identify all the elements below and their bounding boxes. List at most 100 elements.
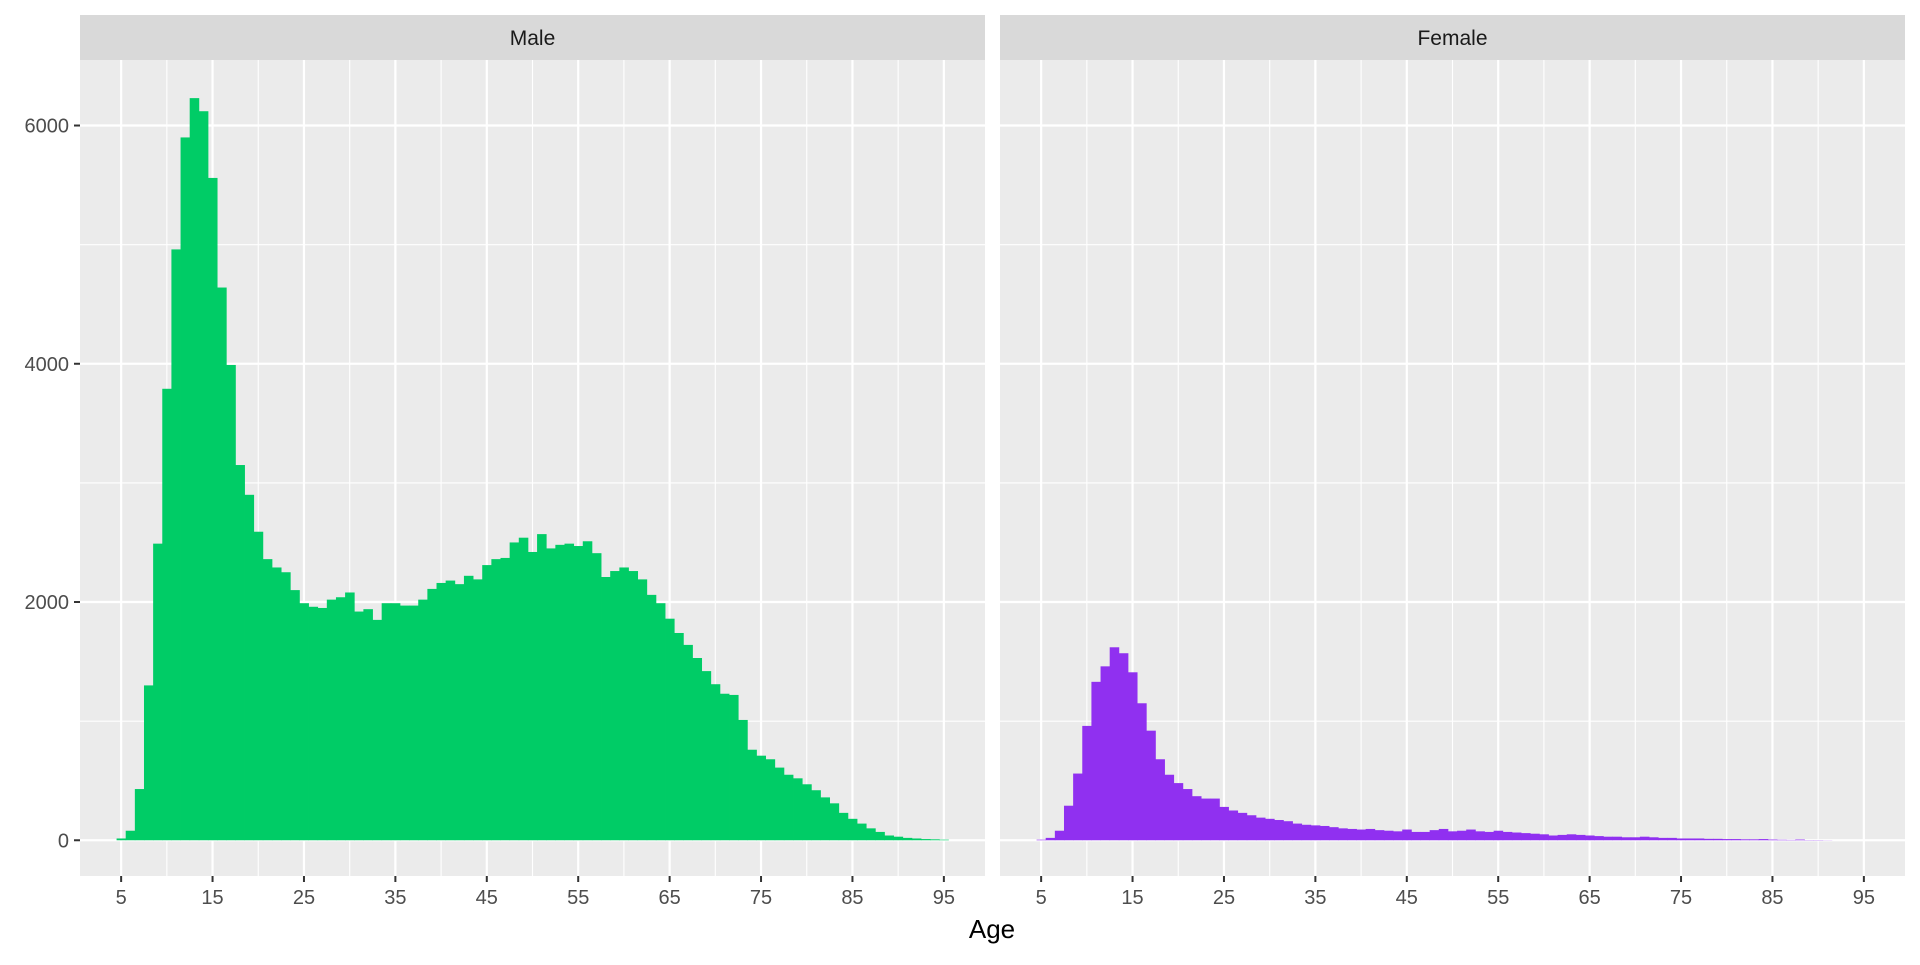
facet-strip-label: Male	[510, 27, 556, 50]
histogram-bar	[135, 789, 145, 840]
histogram-bar	[1585, 835, 1595, 840]
histogram-bar	[1768, 840, 1778, 841]
y-tick-label: 4000	[25, 354, 70, 376]
x-tick-label: 45	[476, 887, 498, 909]
histogram-bar	[720, 694, 730, 841]
histogram-bar	[245, 495, 255, 840]
histogram-bar	[564, 544, 574, 841]
histogram-bar	[400, 606, 410, 841]
y-tick-label: 6000	[25, 116, 70, 138]
histogram-bar	[501, 558, 511, 840]
histogram-bar	[1357, 830, 1367, 841]
histogram-bar	[820, 797, 830, 840]
histogram-bar	[382, 603, 392, 840]
histogram-bar	[1713, 839, 1723, 840]
histogram-bar	[181, 137, 191, 840]
histogram-bar	[756, 756, 766, 841]
histogram-bar	[1174, 783, 1184, 840]
histogram-bar	[1082, 726, 1092, 840]
histogram-bar	[1247, 815, 1257, 840]
x-tick-label: 65	[1578, 887, 1600, 909]
histogram-bar	[144, 685, 154, 840]
x-tick-label: 75	[750, 887, 772, 909]
histogram-bar	[171, 249, 181, 840]
histogram-bar	[427, 589, 437, 840]
histogram-bar	[1393, 831, 1403, 840]
histogram-bar	[1311, 825, 1321, 840]
histogram-bar	[619, 567, 629, 840]
x-tick-label: 5	[1036, 887, 1047, 909]
histogram-bar	[153, 544, 163, 841]
histogram-bar	[1411, 832, 1421, 840]
histogram-bar	[1128, 672, 1138, 840]
histogram-bar	[875, 832, 885, 840]
histogram-bar	[254, 532, 264, 841]
x-tick-label: 95	[933, 887, 955, 909]
x-tick-label: 55	[1487, 887, 1509, 909]
histogram-bar	[647, 595, 657, 840]
histogram-bar	[1439, 829, 1449, 840]
y-tick-label: 0	[58, 830, 69, 852]
histogram-bar	[537, 534, 547, 840]
histogram-bar	[1320, 826, 1330, 840]
histogram-bar	[437, 583, 447, 840]
histogram-bar	[1101, 666, 1111, 840]
histogram-bar	[1521, 833, 1531, 840]
histogram-bar	[857, 824, 867, 841]
histogram-bar	[1676, 838, 1686, 840]
histogram-bar	[363, 609, 373, 840]
histogram-bar	[1402, 830, 1412, 841]
histogram-bar	[638, 579, 648, 840]
histogram-bar	[1338, 828, 1348, 840]
facet-strip-label: Female	[1417, 27, 1487, 50]
histogram-bar	[1448, 831, 1458, 840]
histogram-bar	[1475, 831, 1485, 840]
histogram-bar	[409, 606, 419, 841]
histogram-bar	[263, 559, 273, 840]
histogram-bar	[1347, 829, 1357, 840]
histogram-bar	[1055, 831, 1065, 841]
x-axis-title: Age	[969, 914, 1015, 944]
histogram-bar	[1649, 837, 1659, 840]
histogram-bar	[1165, 775, 1175, 841]
histogram-bar	[1512, 833, 1522, 841]
histogram-bar	[1612, 837, 1622, 841]
histogram-bar	[775, 768, 785, 841]
histogram-bar	[491, 559, 501, 840]
histogram-bar	[574, 546, 584, 840]
histogram-bar	[391, 603, 401, 840]
histogram-bar	[1759, 839, 1769, 840]
histogram-bar	[1137, 703, 1147, 840]
histogram-bar	[738, 720, 748, 840]
histogram-bar	[1430, 830, 1440, 840]
histogram-bar	[1686, 838, 1696, 840]
histogram-bar	[1302, 825, 1312, 840]
histogram-bar	[674, 633, 684, 840]
histogram-bar	[1631, 837, 1641, 840]
x-tick-label: 65	[658, 887, 680, 909]
histogram-bar	[1210, 799, 1220, 841]
histogram-bar	[1421, 832, 1431, 840]
histogram-bar	[290, 590, 300, 840]
histogram-bar	[1283, 821, 1293, 840]
x-tick-label: 35	[1304, 887, 1326, 909]
histogram-bar	[1567, 834, 1577, 840]
histogram-bar	[1219, 807, 1229, 840]
histogram-bar	[1329, 827, 1339, 840]
histogram-bar	[692, 658, 702, 840]
histogram-bar	[1667, 838, 1677, 840]
x-tick-label: 5	[116, 887, 127, 909]
histogram-bar	[336, 597, 346, 840]
histogram-bar	[1484, 832, 1494, 840]
histogram-bar	[894, 837, 904, 841]
histogram-bar	[802, 784, 812, 840]
histogram-bar	[117, 838, 127, 840]
histogram-bar	[1201, 799, 1211, 841]
histogram-bar	[1046, 838, 1056, 840]
histogram-bar	[199, 111, 209, 840]
histogram-bar	[583, 541, 593, 840]
